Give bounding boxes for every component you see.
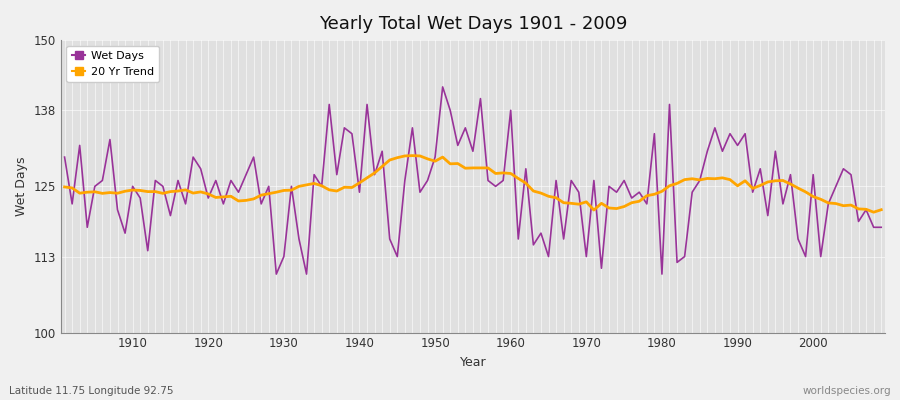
Text: Latitude 11.75 Longitude 92.75: Latitude 11.75 Longitude 92.75 [9,386,174,396]
Title: Yearly Total Wet Days 1901 - 2009: Yearly Total Wet Days 1901 - 2009 [319,15,627,33]
Legend: Wet Days, 20 Yr Trend: Wet Days, 20 Yr Trend [67,46,159,82]
Text: worldspecies.org: worldspecies.org [803,386,891,396]
Y-axis label: Wet Days: Wet Days [15,156,28,216]
X-axis label: Year: Year [460,356,486,369]
